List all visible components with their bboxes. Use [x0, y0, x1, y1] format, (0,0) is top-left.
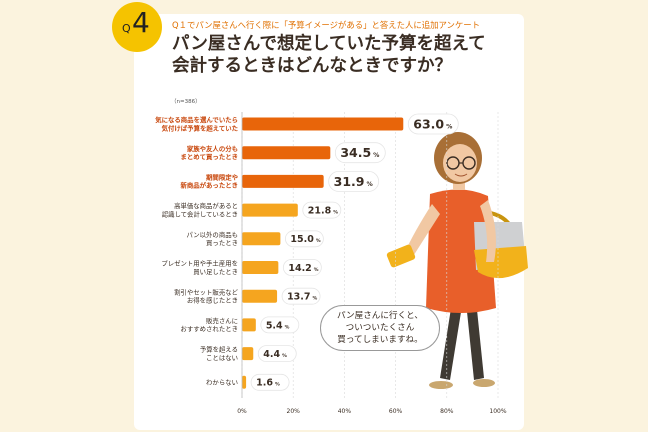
value-label-bubble	[407, 113, 459, 135]
woman-illustration-icon	[386, 132, 528, 389]
category-label: パン以外の商品も買ったとき	[187, 230, 238, 247]
value-label: 4.4%	[263, 349, 287, 360]
category-label: 高単価な商品があると認識して会計しているとき	[162, 201, 238, 218]
x-tick-label: 60%	[389, 408, 403, 415]
question-badge: Q 4	[112, 2, 162, 52]
bar	[242, 146, 331, 160]
x-tick-label: 80%	[440, 408, 454, 415]
value-label: 15.0%	[290, 234, 320, 245]
speech-text: パン屋さんに行くと、 ついついたくさん 買ってしまいますね。	[321, 310, 439, 346]
speech-bubble: パン屋さんに行くと、 ついついたくさん 買ってしまいますね。	[320, 305, 440, 351]
question-badge-q: Q	[122, 22, 131, 35]
value-label-bubble	[328, 170, 380, 192]
sample-size-note: （n=386）	[171, 99, 201, 105]
x-tick-label: 20%	[287, 408, 301, 415]
x-tick-label: 0%	[237, 408, 247, 415]
value-label: 5.4%	[266, 320, 290, 331]
speech-line3: 買ってしまいますね。	[337, 335, 423, 345]
value-label-bubble	[250, 373, 290, 391]
value-label: 13.7%	[287, 292, 317, 303]
category-label: わからない	[206, 379, 238, 387]
bar	[242, 289, 278, 303]
value-label: 14.2%	[288, 263, 318, 274]
bar	[242, 375, 247, 389]
bar	[242, 203, 298, 217]
bar	[242, 347, 254, 361]
category-label: 気になる商品を選んでいたら気付けば予算を超えていた	[155, 115, 238, 132]
value-label: 34.5%	[340, 145, 380, 160]
category-label: 家族や友人の分もまとめて買ったとき	[180, 144, 238, 161]
speech-line1: パン屋さんに行くと、	[336, 311, 424, 321]
category-label: プレゼント用や手土産用を買い足したとき	[161, 259, 238, 276]
chart-title-line2: 会計するときはどんなときですか？	[172, 56, 452, 76]
x-tick-label: 40%	[338, 408, 352, 415]
value-label-bubble	[281, 287, 321, 305]
bar	[242, 318, 256, 332]
value-label: 21.8%	[308, 206, 338, 217]
category-label: 割引やセット販売などお得を感じたとき	[174, 287, 239, 304]
value-label-bubble	[260, 316, 300, 334]
bar	[242, 261, 279, 274]
x-tick-label: 100%	[489, 408, 506, 415]
category-label: 販売さんにおすすめされたとき	[180, 316, 238, 333]
value-label-bubble	[282, 259, 322, 276]
chart-title: パン屋さんで想定していた予算を超えて 会計するときはどんなときですか？	[172, 33, 486, 77]
question-badge-number: 4	[132, 6, 150, 39]
bar	[242, 232, 281, 246]
value-label-bubble	[302, 201, 342, 219]
value-label: 1.6%	[256, 378, 280, 389]
speech-line2: ついついたくさん	[345, 323, 415, 333]
bar	[242, 117, 404, 131]
value-label: 31.9%	[334, 174, 374, 189]
bar	[242, 174, 324, 188]
category-label: 期間限定や新商品があったとき	[180, 173, 238, 190]
category-label: 予算を超えることはない	[200, 345, 238, 362]
chart-title-line1: パン屋さんで想定していた予算を超えて	[172, 34, 486, 54]
value-label-bubble	[257, 345, 297, 363]
chart-subtitle: Q１でパン屋さんへ行く際に「予算イメージがある」と答えた人に追加アンケート	[172, 20, 481, 30]
value-label-bubble	[284, 230, 324, 248]
value-label-bubble	[334, 142, 386, 164]
value-label: 63.0%	[413, 117, 453, 132]
